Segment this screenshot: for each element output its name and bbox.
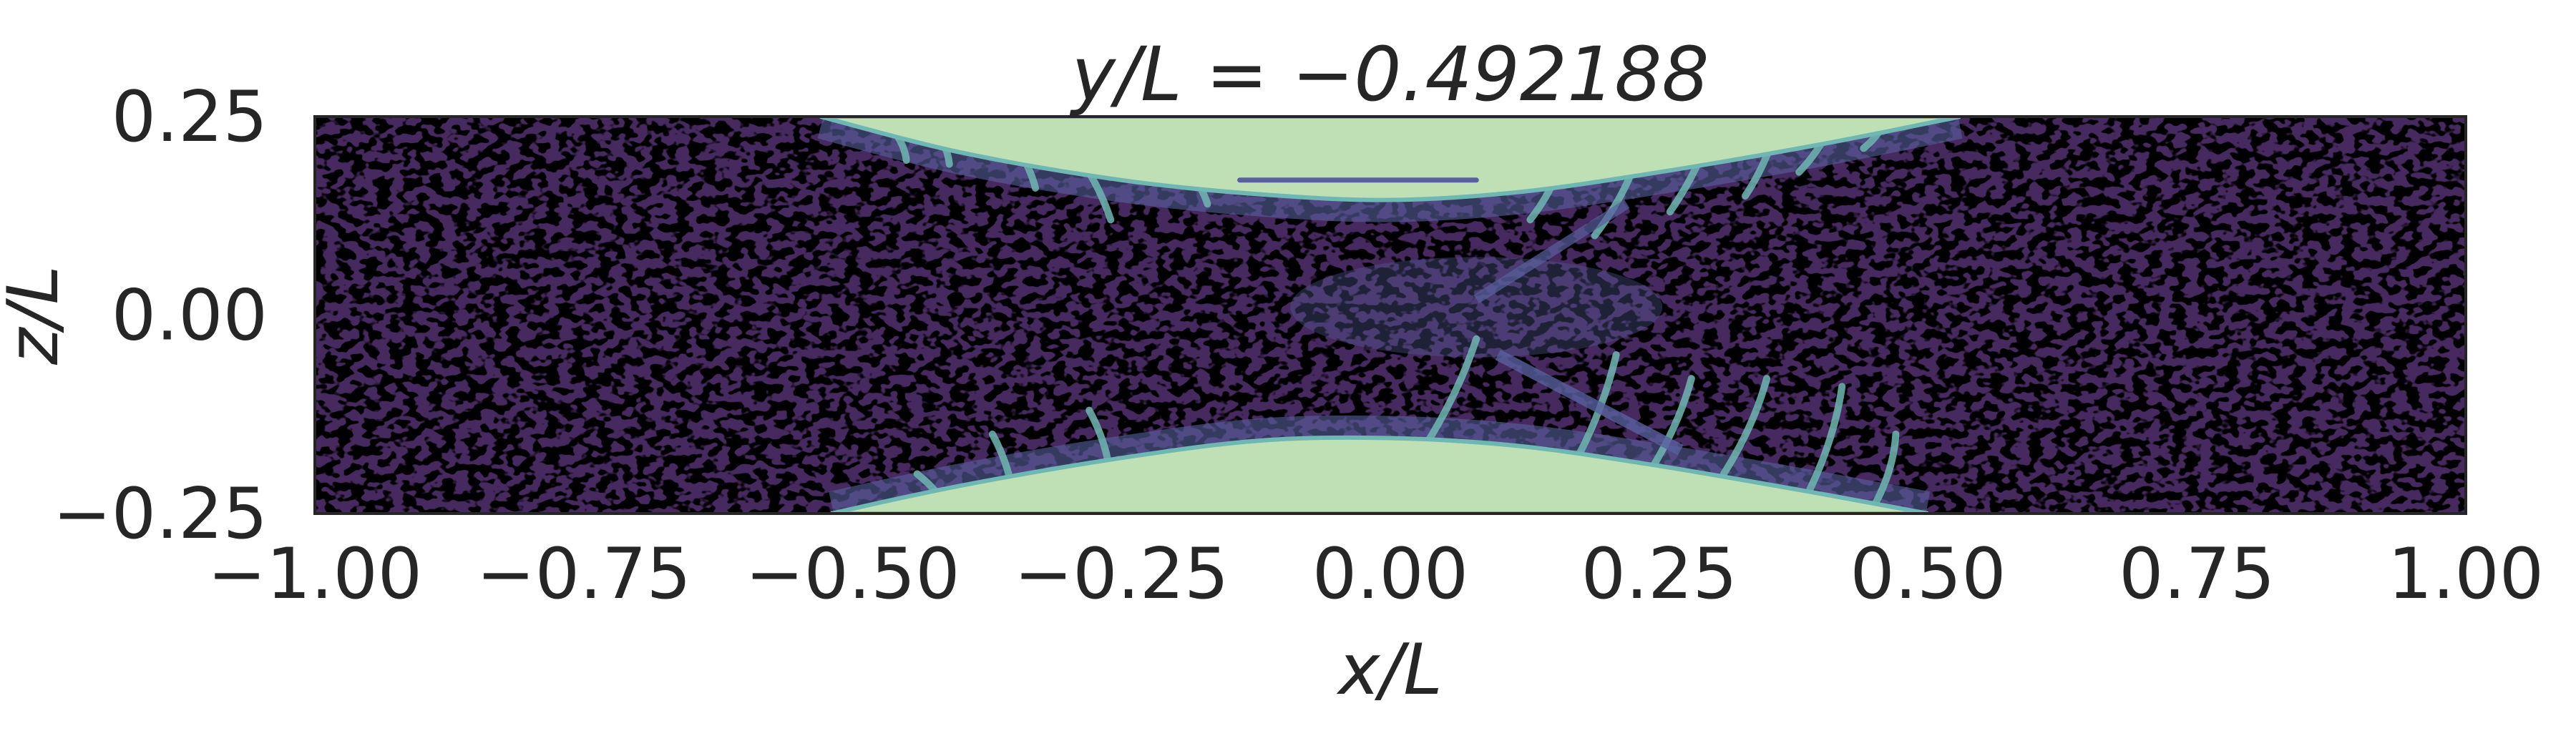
central-patch (1290, 257, 1663, 358)
streak-18 (1806, 383, 1846, 494)
plot-area (315, 117, 2466, 514)
x-axis-ticks: −1.00 −0.75 −0.50 −0.25 0.00 0.25 0.50 0.75 1.00 (208, 534, 2544, 615)
upper-band (817, 117, 1963, 222)
x-tick-label: 0.25 (1581, 534, 1737, 615)
x-tick-label: −0.75 (477, 534, 691, 615)
x-tick-label: 0.75 (2119, 534, 2275, 615)
mid-value-bands (817, 117, 1963, 513)
streak-16 (1644, 375, 1695, 478)
y-axis-ticks: −0.25 0.00 0.25 (53, 77, 268, 555)
chart-title: y/L = −0.492188 (1069, 31, 1709, 118)
x-tick-label: −0.50 (745, 534, 960, 615)
x-tick-label: 0.50 (1850, 534, 2006, 615)
upper-high-value-region (819, 117, 1961, 202)
lower-high-value-region (830, 435, 1929, 514)
plot-frame (313, 115, 2467, 515)
x-tick-label: 1.00 (2388, 534, 2544, 615)
y-tick-label: −0.25 (53, 473, 268, 555)
x-tick-label: 0.00 (1312, 534, 1468, 615)
y-tick-label: 0.25 (112, 77, 268, 158)
x-axis-label: x/L (1336, 629, 1443, 711)
x-tick-label: −0.25 (1014, 534, 1229, 615)
y-tick-label: 0.00 (112, 275, 268, 357)
x-tick-label: −1.00 (208, 534, 422, 615)
streak-19 (1870, 431, 1900, 509)
streak-14 (1419, 335, 1480, 454)
y-axis-label: z/L (0, 265, 74, 365)
lower-band (829, 415, 1931, 513)
diagonal-feature-a (1495, 349, 1684, 456)
diagonal-feature-b (1473, 200, 1630, 304)
streak-17 (1719, 375, 1771, 478)
